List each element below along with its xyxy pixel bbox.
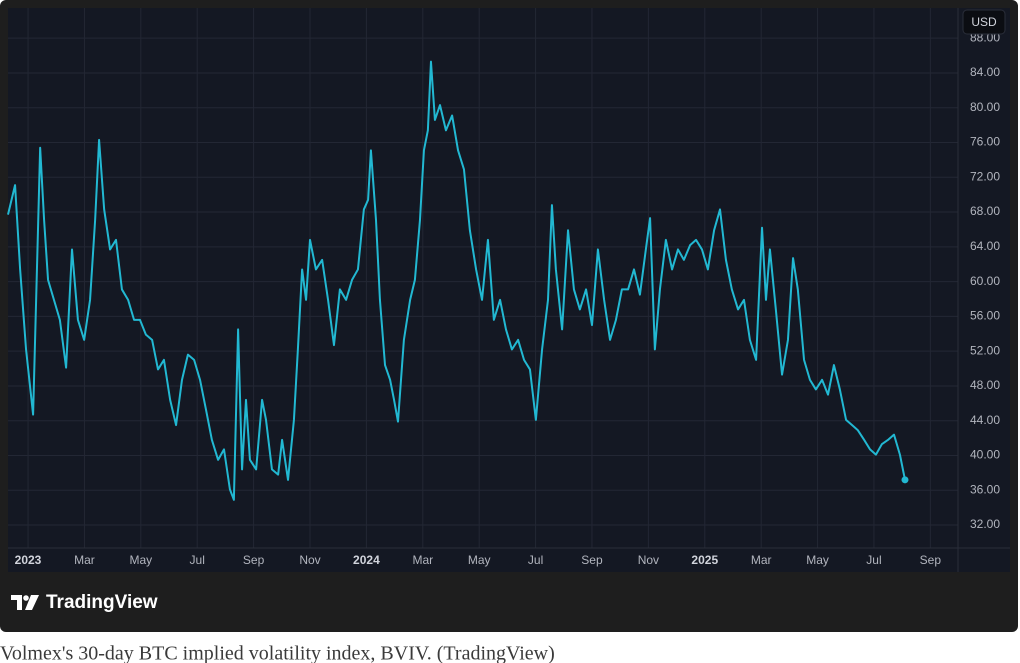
x-tick-label: May [468,553,491,567]
chart-panel [8,8,1010,572]
x-tick-label: Sep [581,553,603,567]
y-tick-label: 68.00 [970,204,1000,218]
y-tick-label: 32.00 [970,517,1000,531]
brand-name: TradingView [46,592,158,613]
x-tick-label: 2024 [353,553,380,567]
logo-mark [11,595,22,610]
y-tick-label: 64.00 [970,239,1000,253]
plot [7,60,909,501]
tradingview-logo: TradingView [11,592,158,613]
y-tick-label: 60.00 [970,274,1000,288]
y-tick-label: 48.00 [970,378,1000,392]
y-tick-label: 80.00 [970,100,1000,114]
y-tick-label: 84.00 [970,65,1000,79]
series-line [7,60,906,501]
x-tick-label: Jul [528,553,543,567]
y-tick-label: 44.00 [970,413,1000,427]
y-tick-label: 40.00 [970,448,1000,462]
x-tick-label: Nov [299,553,320,567]
x-tick-label: 2023 [15,553,42,567]
last-point [901,476,909,484]
x-tick-label: May [806,553,829,567]
x-tick-label: Mar [74,553,95,567]
ticks: 32.00 36.00 40.00 44.00 48.00 52.00 56.00 60.00… [15,30,1001,567]
logo-dot [23,595,29,601]
logo-slash [25,595,39,610]
x-tick-label: Jul [866,553,881,567]
x-tick-label: Sep [243,553,265,567]
currency-badge [962,9,1006,35]
y-tick-label: 36.00 [970,482,1000,496]
x-tick-label: Mar [412,553,433,567]
grid [8,8,958,548]
caption: Volmex's 30-day BTC implied volatility i… [0,643,555,663]
y-tick-label: 56.00 [970,309,1000,323]
x-tick-label: Mar [751,553,772,567]
x-tick-label: Nov [638,553,659,567]
y-tick-label: 76.00 [970,135,1000,149]
currency-label: USD [971,15,997,29]
x-tick-label: Jul [190,553,205,567]
x-tick-label: Sep [920,553,942,567]
x-tick-label: 2025 [691,553,718,567]
x-tick-label: May [129,553,152,567]
y-tick-label: 72.00 [970,169,1000,183]
y-tick-label: 52.00 [970,343,1000,357]
